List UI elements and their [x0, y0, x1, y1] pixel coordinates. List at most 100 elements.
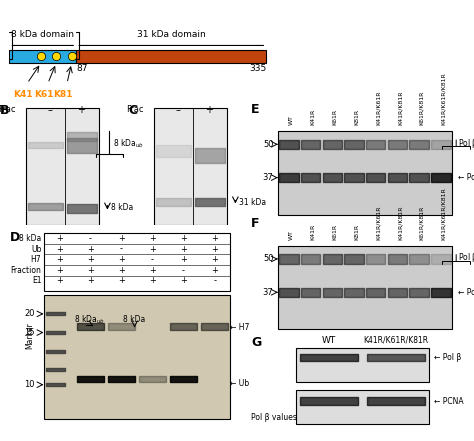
Text: K61R/K81R: K61R/K81R: [419, 91, 424, 125]
Text: –: –: [175, 105, 181, 115]
FancyBboxPatch shape: [154, 108, 227, 225]
Text: +: +: [211, 266, 218, 275]
FancyBboxPatch shape: [296, 390, 429, 424]
Text: H7: H7: [31, 255, 41, 264]
Text: +: +: [211, 245, 218, 254]
Text: K81R: K81R: [354, 224, 359, 240]
Text: 37: 37: [263, 288, 273, 297]
Text: -: -: [213, 277, 216, 285]
Text: K41R/K61R: K41R/K61R: [376, 91, 381, 125]
Text: +: +: [118, 234, 125, 243]
FancyBboxPatch shape: [26, 108, 99, 225]
FancyBboxPatch shape: [44, 233, 230, 292]
Text: +: +: [56, 266, 63, 275]
Text: +: +: [87, 266, 94, 275]
Text: WT: WT: [322, 336, 337, 345]
Text: ← Ub: ← Ub: [230, 379, 249, 388]
Text: 15: 15: [24, 328, 35, 337]
Text: K81R: K81R: [354, 109, 359, 125]
Text: Fraction: Fraction: [10, 266, 41, 275]
Text: 50: 50: [263, 254, 273, 263]
Text: +: +: [77, 105, 85, 115]
Text: 8 kDa: 8 kDa: [19, 234, 41, 243]
Text: –: –: [47, 105, 53, 115]
Text: +: +: [118, 255, 125, 264]
Text: 8 kDa domain: 8 kDa domain: [11, 30, 74, 39]
Text: Pol β values: Pol β values: [251, 414, 296, 422]
Text: 50: 50: [263, 140, 273, 149]
FancyBboxPatch shape: [278, 246, 452, 329]
Text: K41R: K41R: [310, 109, 316, 125]
Text: WT: WT: [289, 115, 294, 125]
Text: +: +: [149, 234, 156, 243]
Text: +: +: [211, 255, 218, 264]
Text: WT: WT: [289, 230, 294, 240]
FancyBboxPatch shape: [296, 348, 429, 382]
Text: B: B: [0, 104, 9, 117]
Text: K41: K41: [13, 90, 33, 99]
Text: Pol β$_{ub}$: Pol β$_{ub}$: [458, 251, 474, 264]
Text: ← Pol β: ← Pol β: [458, 173, 474, 182]
Text: +: +: [149, 266, 156, 275]
FancyBboxPatch shape: [278, 131, 452, 215]
Text: K41R/K61R/K81R: K41R/K61R/K81R: [364, 336, 428, 345]
Text: 8 kDa$_{ub}$: 8 kDa$_{ub}$: [113, 137, 144, 149]
Text: ← PCNA: ← PCNA: [434, 396, 464, 406]
Text: K41R/K81R: K41R/K81R: [397, 91, 402, 125]
Text: +: +: [56, 277, 63, 285]
Text: K41R/K81R: K41R/K81R: [397, 206, 402, 240]
Text: D: D: [9, 231, 20, 244]
Text: +: +: [205, 105, 213, 115]
Text: 37: 37: [263, 173, 273, 182]
Text: -: -: [89, 234, 92, 243]
Text: 31 kDa domain: 31 kDa domain: [137, 30, 206, 39]
Text: +: +: [56, 245, 63, 254]
FancyBboxPatch shape: [76, 49, 266, 63]
Text: C: C: [128, 104, 137, 117]
FancyBboxPatch shape: [44, 295, 230, 419]
Text: ← Pol β: ← Pol β: [434, 353, 461, 362]
Text: 20: 20: [24, 310, 35, 318]
Text: +: +: [56, 234, 63, 243]
Text: 31 kDa: 31 kDa: [238, 198, 265, 207]
Text: K41R/K61R/K81R: K41R/K61R/K81R: [441, 187, 446, 240]
Text: +: +: [118, 266, 125, 275]
Text: +: +: [180, 234, 187, 243]
Text: Frac: Frac: [126, 105, 144, 114]
Text: Marker: Marker: [26, 323, 35, 349]
Text: G: G: [251, 336, 262, 349]
Text: +: +: [211, 234, 218, 243]
Text: 8 kDa: 8 kDa: [124, 315, 146, 325]
Text: K41R/K61R: K41R/K61R: [376, 206, 381, 240]
Text: 8 kDa: 8 kDa: [110, 203, 133, 212]
Text: 10: 10: [24, 380, 35, 389]
Text: +: +: [87, 255, 94, 264]
Text: +: +: [87, 245, 94, 254]
Text: K41R: K41R: [310, 224, 316, 240]
Text: 8 kDa$_{ub}$: 8 kDa$_{ub}$: [73, 314, 105, 326]
Text: K61R/K81R: K61R/K81R: [419, 206, 424, 240]
Text: +: +: [180, 255, 187, 264]
Text: E: E: [251, 103, 260, 116]
Text: +: +: [149, 245, 156, 254]
Text: K41R/K61R/K81R: K41R/K61R/K81R: [441, 72, 446, 125]
Text: +: +: [87, 277, 94, 285]
Text: K61: K61: [34, 90, 54, 99]
Text: K81: K81: [54, 90, 73, 99]
Text: K61R: K61R: [332, 224, 337, 240]
Text: +: +: [180, 277, 187, 285]
Text: Pol β$_{ub}$: Pol β$_{ub}$: [458, 137, 474, 149]
Text: Frac: Frac: [0, 105, 16, 114]
Text: -: -: [120, 245, 123, 254]
Text: +: +: [118, 277, 125, 285]
FancyBboxPatch shape: [9, 49, 76, 63]
Text: 335: 335: [249, 64, 266, 74]
Text: +: +: [149, 277, 156, 285]
Text: +: +: [56, 255, 63, 264]
Text: ← Pol β: ← Pol β: [458, 288, 474, 297]
Text: -: -: [151, 255, 154, 264]
Text: F: F: [251, 217, 260, 230]
Text: +: +: [180, 245, 187, 254]
Text: 87: 87: [76, 64, 88, 74]
Text: Ub: Ub: [31, 245, 41, 254]
